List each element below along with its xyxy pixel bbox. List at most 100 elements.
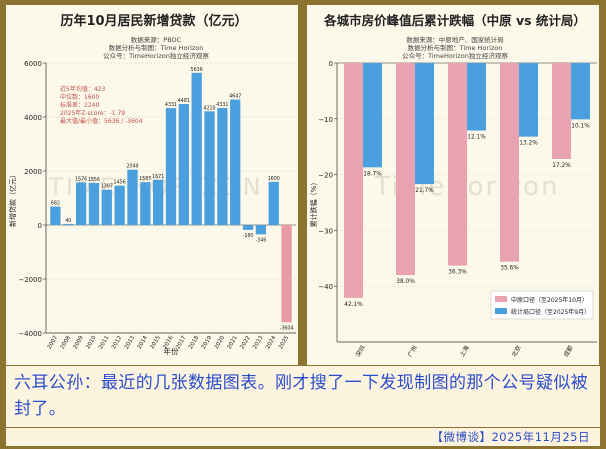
loan-xtick-label: 2012 (111, 335, 123, 350)
loan-value-label: 1600 (268, 176, 280, 182)
price-xtick-label: 深圳 (354, 344, 367, 358)
price-bar-nbs (363, 63, 382, 168)
loan-stat-5: 最大值/最小值：5636 / -3604 (60, 117, 143, 125)
price-chart-title: 各城市房价峰值后累计跌幅（中原 vs 统计局） (323, 13, 586, 28)
loan-value-label: 4331 (165, 102, 177, 108)
loan-ytick-label: 4000 (24, 114, 42, 122)
price-xtick-label: 成都 (562, 344, 575, 358)
price-chart-source-2: 数据分析与制图：Time Horizon (408, 43, 503, 52)
loan-value-label: 1576 (75, 176, 87, 182)
loan-value-label: -346 (255, 237, 266, 243)
loan-bar (255, 225, 267, 235)
loan-bar (268, 181, 279, 225)
loan-ytick-label: 0 (38, 222, 42, 230)
price-xtick-label: 北京 (510, 344, 523, 358)
loan-ytick-label: −4000 (18, 330, 42, 338)
loan-xtick-label: 2025 (278, 335, 291, 351)
price-label-nbs: 12.1% (467, 135, 486, 141)
loan-xtick-label: 2017 (175, 335, 188, 351)
loan-value-label: 1585 (139, 176, 151, 182)
loan-bar (230, 99, 241, 225)
legend-label-nbs: 统计局口径（至2025年9月） (511, 308, 590, 316)
loan-xtick-label: 2022 (239, 335, 251, 350)
loan-chart-panel: TIME HORIZON 历年10月居民新增贷款（亿元） 数据来源：PBOC 数… (6, 5, 298, 365)
legend-label-centaline: 中原口径（至2025年10月） (511, 296, 588, 304)
loan-chart: TIME HORIZON 历年10月居民新增贷款（亿元） 数据来源：PBOC 数… (8, 13, 296, 356)
price-bar-nbs (467, 63, 486, 131)
price-label-centaline: 42.1% (344, 302, 363, 308)
loan-chart-source-3: 公众号：TimeHorizon独立经济观察 (103, 51, 209, 60)
price-bar-centaline (552, 63, 571, 159)
loan-chart-title: 历年10月居民新增贷款（亿元） (60, 13, 247, 29)
price-bar-nbs (519, 63, 538, 137)
loan-xtick-label: 2015 (150, 335, 163, 351)
loan-xtick-label: 2007 (47, 335, 60, 351)
price-chart-ylabel: 累计跌幅（%） (309, 179, 318, 228)
loan-chart-source-2: 数据分析与制图：Time Horizon (109, 43, 204, 52)
loan-xtick-label: 2009 (73, 335, 86, 351)
loan-xtick-label: 2021 (227, 335, 240, 351)
loan-xtick-label: 2008 (60, 335, 73, 351)
price-chart: TimeHorizon 各城市房价峰值后累计跌幅（中原 vs 统计局） 数据来源… (309, 13, 597, 358)
loan-xtick-label: 2010 (85, 335, 98, 351)
caption-box: 六耳公孙：最近的几张数据图表。刚才搜了一下发现制图的那个公号疑似被封了。 (6, 366, 600, 427)
loan-value-label: -3604 (280, 325, 294, 331)
loan-bar (153, 179, 164, 225)
loan-value-label: 1307 (101, 184, 113, 190)
loan-xtick-label: 2013 (124, 335, 137, 351)
loan-chart-xlabel: 年份 (164, 346, 179, 356)
loan-bar (101, 189, 112, 225)
loan-xtick-label: 2014 (137, 335, 150, 351)
loan-bar (242, 225, 254, 230)
price-ytick-label: −30 (318, 227, 333, 235)
loan-bar (127, 169, 138, 225)
loan-stat-2: 中位数：1600 (60, 93, 99, 101)
loan-value-label: 4647 (229, 94, 241, 100)
footer-bar: 【微博谈】2025年11月25日 (6, 428, 600, 446)
loan-value-label: 40 (65, 218, 71, 224)
loan-bar (63, 223, 74, 225)
loan-bar (204, 111, 215, 225)
loan-bar (50, 206, 61, 225)
loan-chart-source-1: 数据来源：PBOC (131, 35, 182, 44)
price-ytick-label: −20 (318, 172, 333, 180)
loan-xtick-label: 2018 (188, 335, 201, 351)
loan-bar (281, 225, 292, 323)
price-bar-centaline (344, 63, 363, 298)
legend-swatch-centaline (495, 296, 507, 302)
price-chart-source-3: 公众号：TimeHorizon独立经济观察 (402, 51, 508, 60)
price-ytick-label: −10 (318, 116, 333, 124)
price-chart-source-1: 数据来源：中原地产、国家统计局 (406, 35, 504, 44)
loan-stats-box: 近5年均值：423 中位数：1600 标准差：2240 2025年Z-score… (60, 85, 143, 125)
price-label-nbs: 18.7% (363, 171, 382, 177)
loan-ytick-label: 2000 (24, 168, 42, 176)
price-label-centaline: 17.2% (552, 163, 571, 169)
loan-value-label: 1556 (88, 177, 100, 183)
price-bar-centaline (500, 63, 519, 262)
loan-xtick-label: 2020 (214, 335, 227, 351)
loan-xtick-label: 2023 (252, 335, 265, 351)
loan-stat-4: 2025年Z-score：-1.79 (60, 109, 125, 117)
loan-stat-1: 近5年均值：423 (60, 85, 105, 93)
price-label-centaline: 35.6% (500, 266, 519, 272)
loan-value-label: 1456 (114, 180, 126, 186)
loan-xtick-label: 2024 (265, 335, 278, 351)
price-label-centaline: 38.0% (396, 279, 415, 285)
price-label-nbs: 10.1% (571, 123, 590, 129)
loan-bar (75, 182, 87, 225)
price-bar-centaline (396, 63, 415, 276)
loan-ytick-label: 6000 (24, 60, 42, 68)
price-legend: 中原口径（至2025年10月） 统计局口径（至2025年9月） (490, 290, 594, 320)
price-chart-panel: TimeHorizon 各城市房价峰值后累计跌幅（中原 vs 统计局） 数据来源… (307, 5, 599, 365)
loan-bar (140, 182, 151, 225)
price-label-centaline: 36.3% (448, 270, 467, 276)
loan-value-label: 4481 (178, 98, 190, 104)
footer-date: 【微博谈】2025年11月25日 (431, 430, 590, 444)
price-bar-centaline (448, 63, 467, 266)
price-xtick-label: 上海 (458, 344, 471, 358)
loan-value-label: 682 (51, 201, 60, 207)
loan-stat-3: 标准差：2240 (60, 101, 99, 109)
loan-value-label: 2049 (126, 164, 138, 170)
price-label-nbs: 21.7% (415, 188, 434, 194)
price-ytick-label: 0 (329, 60, 333, 68)
